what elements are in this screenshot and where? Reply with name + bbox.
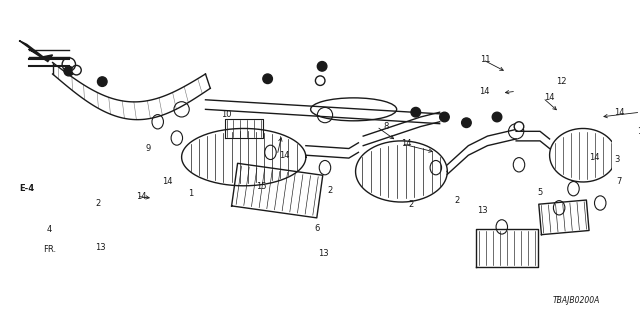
Circle shape bbox=[461, 118, 471, 127]
Text: 11: 11 bbox=[480, 55, 491, 64]
Text: 5: 5 bbox=[538, 188, 543, 197]
Circle shape bbox=[64, 66, 74, 76]
Text: 14: 14 bbox=[401, 139, 412, 148]
Text: 13: 13 bbox=[477, 206, 488, 215]
Text: 1: 1 bbox=[189, 189, 194, 198]
Text: 2: 2 bbox=[96, 198, 101, 207]
Text: 13: 13 bbox=[95, 244, 106, 252]
Text: TBAJB0200A: TBAJB0200A bbox=[553, 296, 600, 305]
Text: FR.: FR. bbox=[43, 245, 56, 254]
Text: 12: 12 bbox=[556, 77, 566, 86]
Text: 14: 14 bbox=[545, 93, 555, 102]
Text: 14: 14 bbox=[136, 192, 147, 201]
Polygon shape bbox=[19, 41, 52, 61]
Text: 2: 2 bbox=[408, 200, 413, 209]
Text: 2: 2 bbox=[327, 186, 332, 195]
Text: 10: 10 bbox=[221, 110, 232, 119]
Text: 8: 8 bbox=[383, 122, 389, 131]
Circle shape bbox=[97, 77, 107, 86]
Circle shape bbox=[316, 76, 325, 85]
Text: 14: 14 bbox=[589, 153, 600, 162]
Text: 14: 14 bbox=[280, 151, 290, 160]
Text: 3: 3 bbox=[614, 156, 619, 164]
Circle shape bbox=[514, 122, 524, 131]
Text: 9: 9 bbox=[145, 144, 151, 153]
Text: 15: 15 bbox=[256, 182, 266, 191]
Text: 13: 13 bbox=[317, 249, 328, 258]
Text: 14: 14 bbox=[614, 108, 625, 117]
Circle shape bbox=[411, 108, 420, 117]
Text: 7: 7 bbox=[617, 178, 622, 187]
Circle shape bbox=[317, 61, 327, 71]
Circle shape bbox=[72, 65, 81, 75]
Text: 14: 14 bbox=[479, 87, 490, 96]
Text: 4: 4 bbox=[47, 225, 52, 234]
Circle shape bbox=[440, 112, 449, 122]
Text: 14: 14 bbox=[637, 127, 640, 136]
Text: 2: 2 bbox=[454, 196, 460, 205]
Text: E-4: E-4 bbox=[19, 184, 35, 193]
Circle shape bbox=[263, 74, 273, 84]
Circle shape bbox=[492, 112, 502, 122]
Text: 6: 6 bbox=[315, 224, 320, 233]
Text: 14: 14 bbox=[162, 178, 173, 187]
